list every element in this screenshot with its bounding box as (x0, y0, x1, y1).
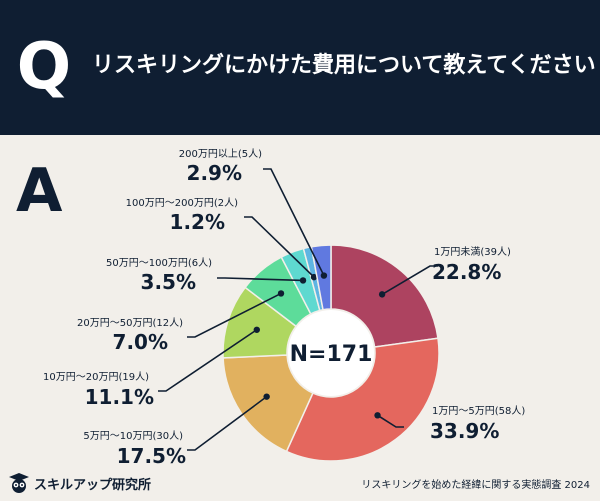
slice-percent-label: 3.5% (141, 270, 196, 294)
leader-line (377, 414, 404, 428)
leader-dot (310, 273, 318, 281)
leader-dot (253, 326, 260, 333)
slice-percent-label: 11.1% (85, 385, 154, 409)
leader-line (158, 329, 258, 392)
slice-percent-label: 1.2% (170, 210, 225, 234)
leader-line (187, 292, 282, 338)
leader-line (381, 265, 438, 296)
leader-dot (378, 291, 386, 298)
slice-category-label: 100万円〜200万円(2人) (126, 197, 238, 209)
slice-category-label: 1万円未満(39人) (434, 246, 511, 258)
leader-dot (277, 290, 285, 297)
slice-category-label: 20万円〜50万円(12人) (77, 317, 183, 329)
slice-category-label: 10万円〜20万円(19人) (43, 371, 149, 383)
leader-line (187, 396, 268, 451)
header-bar: Q リスキリングにかけた費用について教えてください (0, 0, 600, 135)
leader-dot (320, 272, 328, 279)
leader-line (244, 216, 315, 278)
sample-size-label: N=171 (290, 342, 373, 367)
owl-graduate-icon (9, 473, 29, 493)
slice-percent-label: 33.9% (430, 419, 499, 443)
leader-dot (374, 412, 381, 419)
leader-line (217, 277, 304, 282)
slice-percent-label: 22.8% (432, 260, 501, 284)
slice-percent-label: 7.0% (113, 330, 168, 354)
donut-chart: 1万円未満(39人) 22.8% 1万円〜5万円(58人) 33.9% 5万円〜10万円… (43, 148, 525, 468)
slice-category-label: 5万円〜10万円(30人) (83, 430, 183, 442)
leader-line (263, 168, 325, 276)
slice-category-label: 200万円以上(5人) (179, 148, 262, 160)
brand-logo: スキルアップ研究所 (8, 472, 151, 494)
question-mark-letter: Q (16, 30, 72, 104)
question-title: リスキリングにかけた費用について教えてください (92, 53, 596, 78)
slice-category-label: 1万円〜5万円(58人) (432, 405, 525, 417)
donut-slice (222, 354, 314, 453)
survey-source: リスキリングを始めた経緯に関する実態調査 2024 (361, 480, 590, 491)
answer-mark-letter: A (16, 156, 63, 226)
slice-category-label: 50万円〜100万円(6人) (106, 257, 212, 269)
donut-hole (288, 310, 374, 396)
brand-name: スキルアップ研究所 (34, 477, 152, 493)
leader-dot (263, 393, 270, 400)
slice-percent-label: 2.9% (187, 161, 242, 185)
slice-percent-label: 17.5% (117, 444, 186, 468)
leader-dot (299, 277, 307, 284)
donut-slice (285, 337, 440, 462)
